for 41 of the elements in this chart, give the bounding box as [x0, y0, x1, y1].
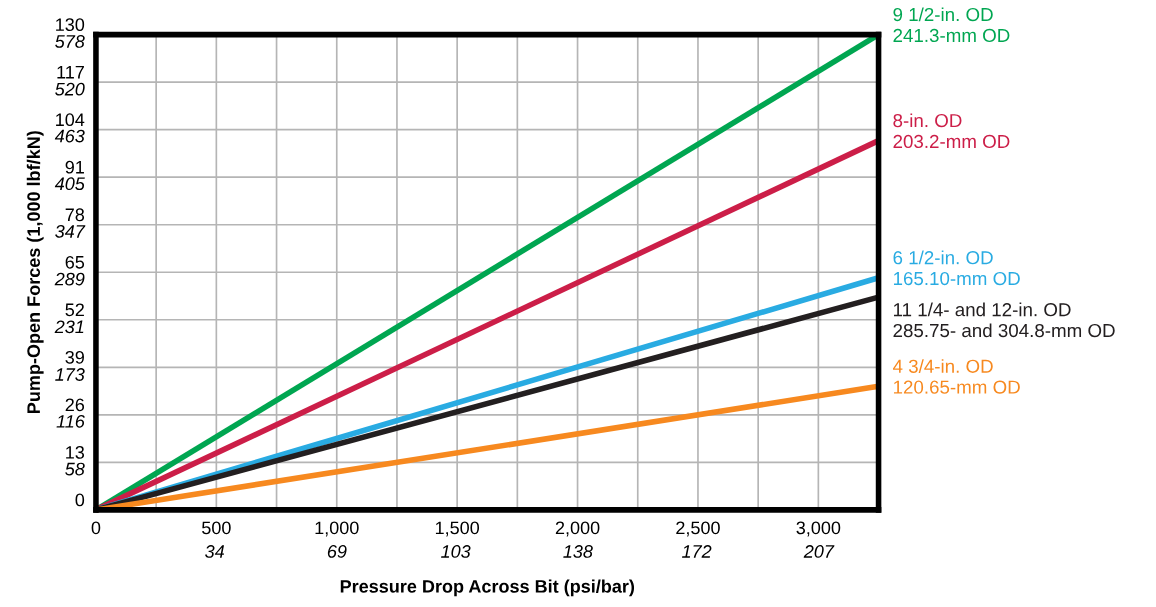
series-label: 11 1/4- and 12-in. OD 285.75- and 304.8-mm OD — [893, 302, 1115, 338]
x-tick-label: 2,500 — [676, 521, 720, 537]
y-tick-label: 65 — [65, 255, 85, 269]
y-tick-label: 26 — [65, 398, 85, 412]
y2-tick-label: 578 — [55, 35, 85, 48]
y-tick-label: 13 — [66, 446, 85, 459]
x-tick-label: 500 — [202, 521, 231, 535]
series-label: 4 3/4-in. OD 120.65-mm OD — [892, 359, 1020, 394]
series-label: 8-in. OD 203.2-mm OD — [893, 113, 1010, 149]
series-label: 9 1/2-in. OD 241.3-mm OD — [893, 7, 1010, 43]
y-tick-label: 39 — [65, 350, 84, 364]
y-tick-label: 0 — [75, 493, 85, 507]
y2-tick-label: 58 — [65, 462, 85, 476]
y-tick-label: 52 — [65, 303, 84, 317]
x2-tick-label: 69 — [327, 545, 347, 558]
y2-tick-label: 520 — [55, 82, 85, 96]
x2-tick-label: 103 — [441, 545, 471, 558]
y-tick-label: 91 — [65, 160, 84, 174]
x-axis-title: Pressure Drop Across Bit (psi/bar) — [340, 579, 635, 597]
y2-tick-label: 231 — [54, 320, 84, 334]
y2-tick-label: 463 — [54, 129, 85, 143]
y2-axis-title: Pump-Open Forces (1,000 lbf/kN) — [26, 131, 44, 413]
x-tick-label: 3,000 — [796, 521, 841, 537]
x-tick-label: 1,000 — [315, 521, 359, 537]
x2-tick-label: 34 — [205, 545, 225, 558]
x-tick-label: 0 — [91, 521, 101, 535]
y2-tick-label: 405 — [54, 177, 85, 191]
series-label: 6 1/2-in. OD 165.10-mm OD — [893, 250, 1020, 286]
y-tick-label: 130 — [56, 18, 85, 32]
x2-tick-label: 207 — [803, 545, 835, 558]
x-tick-label: 2,000 — [555, 521, 600, 537]
y2-tick-label: 347 — [55, 225, 86, 238]
y2-tick-label: 116 — [56, 414, 85, 428]
x2-tick-label: 138 — [563, 545, 593, 558]
y-tick-label: 117 — [57, 65, 84, 79]
y2-tick-label: 289 — [54, 272, 85, 286]
x-tick-label: 1,500 — [435, 521, 480, 537]
y-tick-label: 78 — [65, 208, 85, 222]
y-tick-label: 104 — [56, 113, 85, 127]
x2-tick-label: 172 — [682, 545, 712, 558]
y2-tick-label: 173 — [55, 368, 85, 381]
